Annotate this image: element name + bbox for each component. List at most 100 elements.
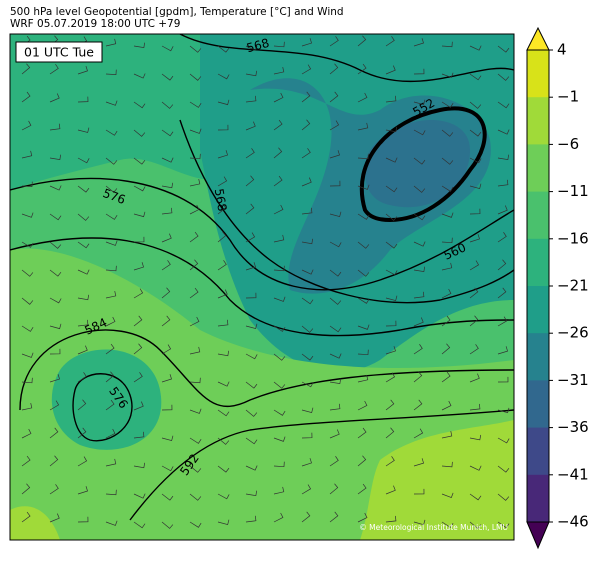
wind-barb <box>105 316 116 327</box>
field <box>51 349 162 450</box>
wind-barb <box>245 148 255 159</box>
wind-barb <box>21 483 31 495</box>
colorbar-label: −21 <box>557 277 589 295</box>
wind-barb <box>49 154 62 160</box>
wind-barb <box>301 432 313 439</box>
wind-barb <box>217 260 227 271</box>
colorbar-extend <box>526 26 550 51</box>
wind-barb <box>441 262 453 271</box>
wind-barb <box>441 101 454 108</box>
wind-barb <box>161 157 174 163</box>
wind-barb <box>49 93 60 103</box>
wind-barb <box>245 232 256 243</box>
wind-barb <box>245 262 256 271</box>
wind-barb <box>161 315 171 327</box>
wind-barb <box>469 403 481 411</box>
wind-barb <box>161 374 172 383</box>
wind-barb <box>413 129 426 136</box>
wind-barb <box>357 92 368 103</box>
wind-barb <box>161 101 174 109</box>
wind-barb <box>77 241 90 249</box>
wind-barb <box>273 353 286 361</box>
wind-barb <box>21 511 31 523</box>
wind-barb <box>497 232 507 243</box>
wind-barb <box>469 183 482 189</box>
wind-barb <box>385 456 395 467</box>
wind-barb <box>49 323 62 330</box>
wind-barb <box>77 157 90 164</box>
wind-barb <box>133 211 146 218</box>
wind-barb <box>161 260 171 271</box>
wind-barb <box>21 402 33 411</box>
wind-barb <box>189 287 199 299</box>
wind-barb <box>189 231 199 243</box>
wind-barb <box>357 241 370 249</box>
wind-barb <box>497 45 510 53</box>
wind-barb <box>133 431 145 439</box>
wind-barb <box>133 372 143 383</box>
wind-barb <box>413 38 424 47</box>
wind-barb <box>329 63 339 75</box>
title: 500 hPa level Geopotential [gpdm], Tempe… <box>10 6 344 18</box>
wind-barb <box>49 241 62 249</box>
wind-barb <box>49 374 60 383</box>
wind-barb <box>329 511 339 523</box>
wind-barb <box>133 288 144 299</box>
wind-barb <box>21 455 31 467</box>
colorbar-band <box>527 238 549 287</box>
wind-barb <box>301 64 312 75</box>
colorbar-label: −6 <box>557 135 579 153</box>
wind-barb <box>21 91 31 103</box>
wind-barb <box>273 119 283 131</box>
wind-barb <box>21 269 34 277</box>
wind-barb <box>77 319 89 327</box>
wind-barb <box>469 465 482 471</box>
wind-barb <box>105 100 118 106</box>
wind-barb <box>217 289 228 299</box>
wind-barb <box>329 120 340 131</box>
wind-barb <box>357 63 367 75</box>
wind-barb <box>273 436 286 442</box>
wind-barb <box>105 129 118 136</box>
colorbar-label: −26 <box>557 324 589 342</box>
wind-barb <box>469 73 482 81</box>
colorbar-band <box>527 97 549 145</box>
colorbar-band <box>527 286 549 334</box>
wind-barb <box>49 400 60 411</box>
wind-barb <box>273 204 284 215</box>
wind-barb <box>161 45 174 52</box>
wind-barb <box>273 486 285 495</box>
contour-label: 568 <box>212 187 230 212</box>
wind-barb <box>189 408 202 414</box>
wind-barb <box>497 287 507 299</box>
wind-barb <box>329 91 339 103</box>
wind-barb <box>273 409 286 416</box>
wind-barb <box>273 175 283 187</box>
wind-barb <box>329 150 340 159</box>
subtitle: WRF 05.07.2019 18:00 UTC +79 <box>10 18 180 30</box>
wind-barb <box>21 120 32 131</box>
field <box>10 506 60 540</box>
wind-barb <box>21 377 33 384</box>
wind-barb <box>189 437 202 444</box>
wind-barb <box>245 203 255 215</box>
wind-barb <box>133 401 144 411</box>
colorbar-label: −11 <box>557 182 589 200</box>
wind-barb <box>21 297 34 305</box>
colorbar-band <box>527 380 549 429</box>
wind-barb <box>357 483 367 495</box>
wind-barb <box>133 185 146 192</box>
wind-barb <box>441 157 454 165</box>
wind-barb <box>441 185 454 192</box>
wind-barb <box>329 483 339 495</box>
wind-barb <box>49 513 60 523</box>
wind-barb <box>357 213 370 220</box>
wind-barb <box>385 427 395 439</box>
wind-barb <box>301 269 314 275</box>
wind-barb <box>21 63 31 75</box>
wind-barb <box>161 521 174 529</box>
wind-barb <box>133 462 146 469</box>
wind-barb <box>245 437 258 445</box>
wind-barb <box>497 437 510 444</box>
